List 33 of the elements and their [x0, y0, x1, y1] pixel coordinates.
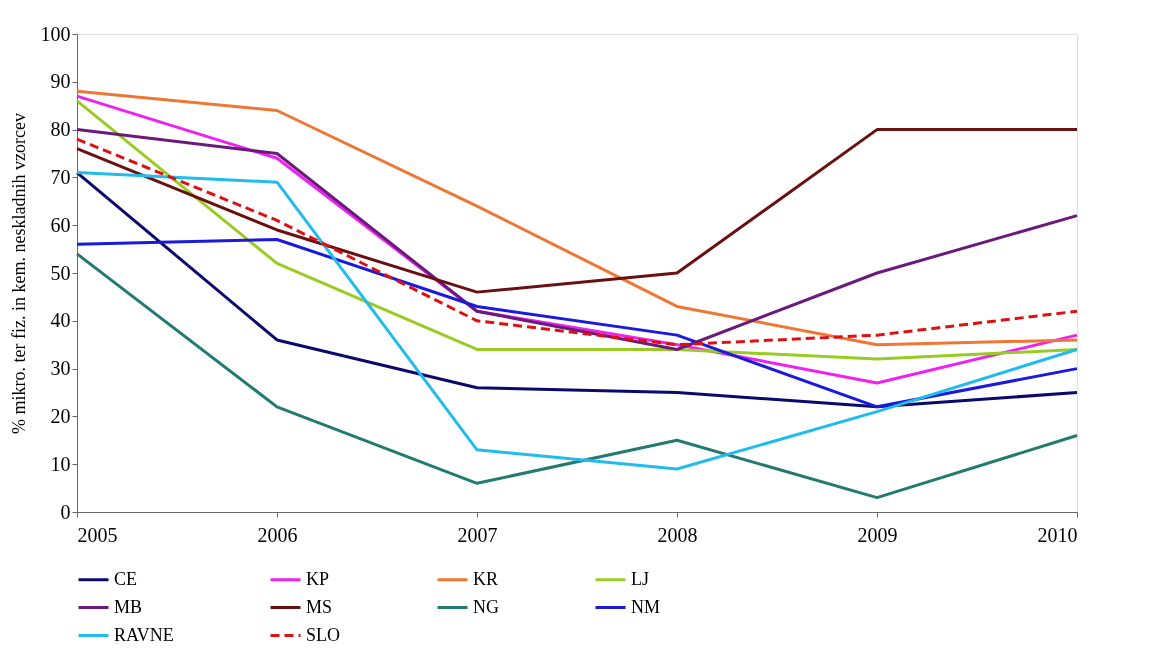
line-series	[75, 252, 1079, 500]
y-tick-label: 80	[50, 118, 71, 141]
x-tick-label: 2007	[457, 523, 498, 546]
y-tick-label: 100	[40, 22, 71, 45]
y-tick-label: 60	[50, 213, 71, 236]
legend-label: NM	[631, 596, 661, 617]
y-tick-label: 50	[50, 261, 71, 284]
y-tick-label: 20	[50, 404, 71, 427]
legend-label: NG	[473, 596, 499, 617]
line-series	[75, 171, 1079, 409]
line-series	[75, 128, 1079, 294]
x-tick-label: 2008	[657, 523, 698, 546]
x-tick-label: 2010	[1037, 523, 1078, 546]
y-axis-title: % mikro. ter fiz. in kem. neskladnih vzorcev	[8, 113, 29, 434]
legend-label: MB	[114, 596, 143, 617]
legend-label: LJ	[631, 568, 649, 589]
line-series	[75, 171, 1079, 471]
legend-label: RAVNE	[114, 624, 174, 645]
x-tick-label: 2009	[857, 523, 898, 546]
legend-label: KR	[473, 568, 499, 589]
legend-label: CE	[114, 568, 138, 589]
legend-label: SLO	[306, 624, 341, 645]
legend-label: MS	[306, 596, 333, 617]
y-tick-label: 0	[60, 500, 71, 523]
y-tick-label: 30	[50, 357, 71, 380]
x-tick-label: 2006	[257, 523, 298, 546]
y-tick-label: 90	[50, 70, 71, 93]
y-tick-label: 70	[50, 165, 71, 188]
line-series	[75, 238, 1079, 409]
y-tick-label: 40	[50, 309, 71, 332]
x-tick-label: 2005	[77, 523, 118, 546]
legend-label: KP	[306, 568, 330, 589]
y-tick-label: 10	[50, 452, 71, 475]
